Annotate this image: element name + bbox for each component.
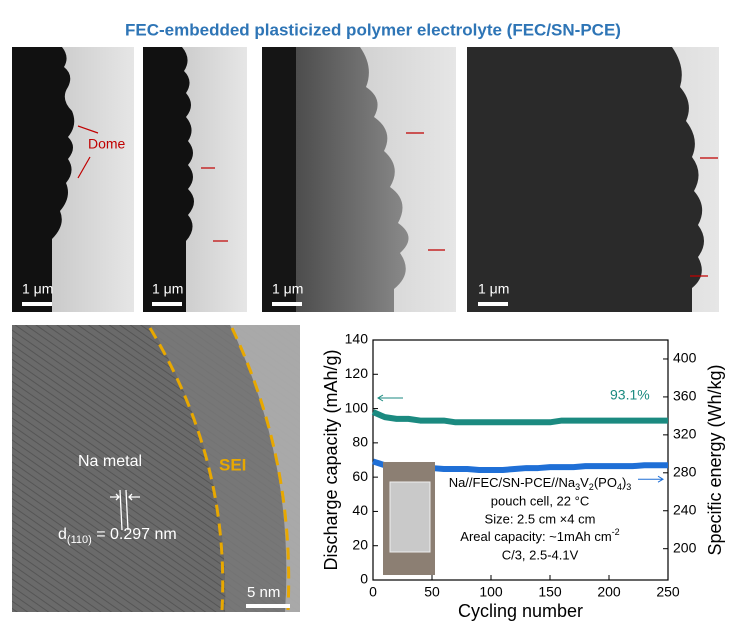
arrows [77,125,718,277]
y-tick-label: 120 [345,365,369,381]
inset-text-part: -2 [612,527,620,537]
x-tick-label: 150 [538,584,562,600]
axis-arrow [377,394,403,402]
inset-text: Na//FEC/SN-PCE//Na3V2(PO4)3 [449,475,632,492]
scale-label: 1 μm [152,281,183,297]
y2-axis-label: Specific energy (Wh/kg) [705,364,725,555]
inset-text: Size: 2.5 cm ×4 cm [485,511,596,526]
scale-label: 1 μm [22,281,53,297]
y-axis-label: Discharge capacity (mAh/g) [321,349,341,570]
inset-text-part: 4 [617,482,622,492]
d-spacing-label: d(110) = 0.297 nm [58,526,177,546]
inset-photo-cell [389,481,431,553]
inset-text-part: 3 [575,482,580,492]
inset-text-part: ) [622,475,626,490]
tem-panel [467,47,719,312]
x-tick-label: 0 [369,584,377,600]
tem-panel [143,47,247,312]
x-axis-label: Cycling number [458,601,583,621]
series-line [371,409,668,426]
y2-tick-label: 200 [673,539,697,555]
inset-text-part: V [580,475,589,490]
y2-tick-label: 360 [673,388,697,404]
inset-text-part: 2 [589,482,594,492]
x-tick-label: 200 [597,584,621,600]
y-tick-label: 60 [352,468,368,484]
x-tick-label: 100 [479,584,503,600]
y2-tick-label: 280 [673,464,697,480]
dome-label: Dome [88,136,126,152]
y-tick-label: 20 [352,536,368,552]
scale-bars: 1 μm 1 μm 1 μm 1 μm [22,281,509,306]
y2-tick-label: 240 [673,501,697,517]
y-tick-label: 80 [352,434,368,450]
y-tick-label: 40 [352,502,368,518]
inset-text: C/3, 2.5-4.1V [502,547,579,562]
retention-annotation: 93.1% [610,387,650,403]
scale-label: 5 nm [247,584,280,601]
inset-text: Areal capacity: ~1mAh cm-2 [460,527,619,544]
chart: 0 20 40 60 80 100 120 140 200 240 280 320 360 400 0 50 1… [321,331,725,621]
inset-text-part: 3 [626,482,631,492]
tem-panel [12,47,134,312]
x-tick-label: 250 [656,584,680,600]
inset-text-part: Areal capacity: ~1mAh cm [460,529,611,544]
axis-arrow [638,475,664,483]
scale-label: 1 μm [272,281,303,297]
y-tick-label: 140 [345,331,369,347]
y-tick-label: 100 [345,399,369,415]
y2-tick-label: 320 [673,426,697,442]
sei-label: SEI [219,455,246,474]
inset-text-part: Na//FEC/SN-PCE//Na [449,475,576,490]
y2-tick-label: 400 [673,350,697,366]
hrtem-panel: Na metal d(110) = 0.297 nm SEI 5 nm [12,325,300,612]
plot-frame [372,339,669,581]
tem-panel [262,47,456,312]
inset-text-part: (PO [594,475,617,490]
scale-label: 1 μm [478,281,509,297]
figure-title: FEC-embedded plasticized polymer electro… [125,20,621,39]
y-tick-label: 0 [360,571,368,587]
x-tick-label: 50 [424,584,440,600]
inset-text: pouch cell, 22 °C [491,493,589,508]
na-metal-label: Na metal [78,453,142,470]
